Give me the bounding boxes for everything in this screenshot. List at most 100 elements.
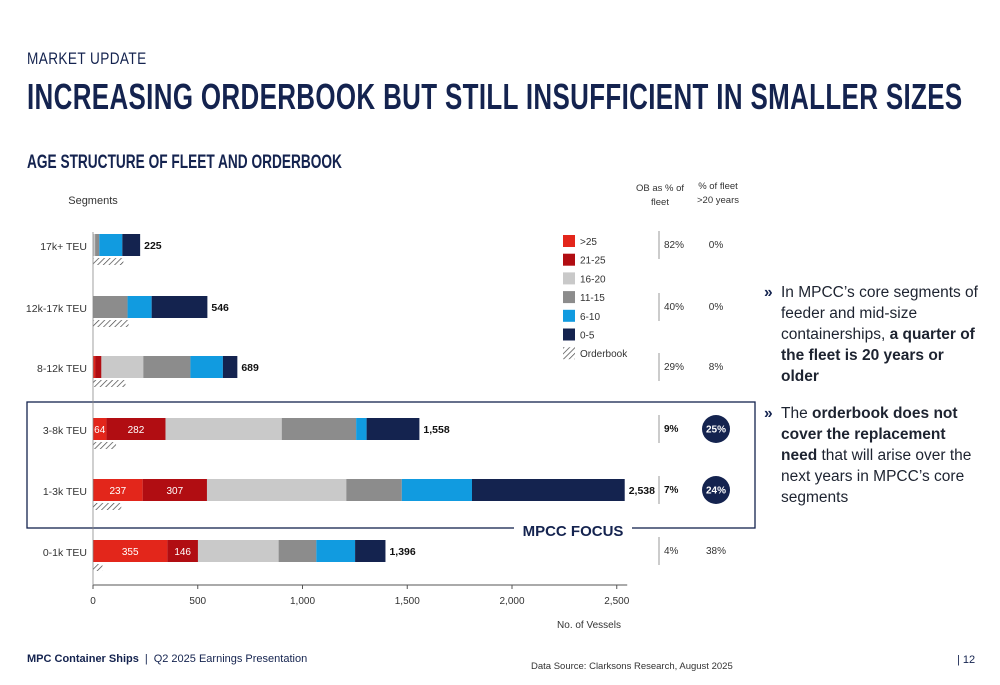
bar-segment <box>93 234 96 256</box>
legend-label: 16-20 <box>580 274 606 285</box>
legend-label: 11-15 <box>580 293 605 304</box>
legend-swatch <box>563 347 575 360</box>
ob-pct-value: 29% <box>664 362 684 373</box>
bar-segment <box>278 540 317 562</box>
chart-title: AGE STRUCTURE OF FLEET AND ORDERBOOK <box>27 152 342 173</box>
bar-segment <box>197 540 279 562</box>
segment-value-label: 146 <box>174 547 191 558</box>
old-pct-value: 0% <box>709 302 724 313</box>
x-tick-label: 1,500 <box>395 596 420 607</box>
old-pct-value: 8% <box>709 362 724 373</box>
bullet-text: In MPCC’s core segments of feeder and mi… <box>781 284 978 343</box>
page-title: INCREASING ORDERBOOK BUT STILL INSUFFICI… <box>27 76 963 117</box>
legend-swatch <box>563 235 575 247</box>
old-column-header: % of fleet <box>698 181 738 192</box>
footer-brand: MPC Container Ships <box>27 653 139 665</box>
bar-segment <box>93 356 96 378</box>
total-value-label: 2,538 <box>629 485 655 497</box>
category-label: 12k-17k TEU <box>26 303 87 315</box>
category-label: 0-1k TEU <box>43 547 87 559</box>
old-pct-value: 38% <box>706 546 726 557</box>
bar-segment <box>281 418 357 440</box>
orderbook-bar <box>93 258 124 265</box>
total-value-label: 225 <box>144 240 162 252</box>
legend-swatch <box>563 272 575 285</box>
old-column-header: >20 years <box>697 195 739 206</box>
bar-segment <box>143 356 191 378</box>
highlight-circle <box>702 476 730 504</box>
footer-separator: | <box>144 653 148 665</box>
legend-swatch <box>563 309 575 322</box>
category-label: 1-3k TEU <box>43 486 87 498</box>
ob-pct-value: 4% <box>664 546 679 557</box>
old-pct-value: 0% <box>709 240 724 251</box>
mpcc-focus-label-bg <box>514 518 632 540</box>
bar-segment <box>401 479 472 501</box>
ob-column-header: OB as % of <box>636 183 684 194</box>
bar-segment <box>222 356 238 378</box>
legend-label: >25 <box>580 237 597 248</box>
bar-segment <box>167 540 198 562</box>
bar-segment <box>106 418 166 440</box>
bar-segment <box>122 234 141 256</box>
bar-segment <box>95 234 100 256</box>
bullet-marker: » <box>764 405 773 422</box>
bar-segment <box>93 540 168 562</box>
x-axis-label: No. of Vessels <box>557 620 621 631</box>
x-tick-label: 2,500 <box>604 596 629 607</box>
y-axis-label: Segments <box>68 195 118 207</box>
bar-segment <box>471 479 625 501</box>
bar-segment <box>316 540 356 562</box>
legend-swatch <box>563 253 575 266</box>
legend-swatch <box>563 291 575 304</box>
bar-segment <box>356 418 367 440</box>
bar-segment <box>95 356 102 378</box>
total-value-label: 689 <box>241 362 259 374</box>
ob-pct-value: 9% <box>664 424 679 435</box>
x-tick-label: 0 <box>90 596 96 607</box>
footer-presentation: Q2 2025 Earnings Presentation <box>153 653 308 665</box>
total-value-label: 1,396 <box>389 546 415 558</box>
bar-segment <box>151 296 208 318</box>
old-pct-value: 25% <box>706 425 726 436</box>
orderbook-bar <box>93 380 126 387</box>
bar-segment <box>206 479 347 501</box>
bar-segment <box>142 479 207 501</box>
old-pct-value: 24% <box>706 486 726 497</box>
bullet-bold-text: orderbook does not cover the replacement… <box>781 405 958 464</box>
legend-label: Orderbook <box>580 349 628 360</box>
total-value-label: 1,558 <box>423 424 449 436</box>
bar-segment <box>99 234 123 256</box>
orderbook-bar <box>93 503 122 510</box>
ob-column-header: fleet <box>651 197 669 208</box>
ob-pct-value: 82% <box>664 240 684 251</box>
orderbook-bar <box>93 442 117 449</box>
key-points: » In MPCC’s core segments of feeder and … <box>764 282 979 524</box>
bar-segment <box>190 356 223 378</box>
category-label: 17k+ TEU <box>40 241 87 253</box>
segment-value-label: 282 <box>128 425 145 436</box>
total-value-label: 546 <box>211 302 229 314</box>
bar-segment <box>93 296 128 318</box>
data-source: Data Source: Clarksons Research, August … <box>531 661 733 672</box>
bullet-text-after: that will arise over the next years in M… <box>781 447 972 506</box>
x-tick-label: 500 <box>189 596 206 607</box>
bar-segment <box>165 418 282 440</box>
ob-pct-value: 40% <box>664 302 684 313</box>
legend-swatch <box>563 328 575 341</box>
legend-label: 6-10 <box>580 312 600 323</box>
segment-value-label: 307 <box>166 486 183 497</box>
bar-segment <box>366 418 420 440</box>
bar-segment <box>101 356 144 378</box>
bullet-bold-text: a quarter of the fleet is 20 years or ol… <box>781 326 975 385</box>
orderbook-bar <box>93 320 129 327</box>
footer: MPC Container Ships | Q2 2025 Earnings Pre… <box>27 653 307 665</box>
legend-label: 21-25 <box>580 256 606 267</box>
legend-label: 0-5 <box>580 331 595 342</box>
bullet-orderbook: » The orderbook does not cover the repla… <box>764 403 979 508</box>
section-kicker: MARKET UPDATE <box>27 49 147 68</box>
segment-value-label: 355 <box>122 547 139 558</box>
x-tick-label: 2,000 <box>499 596 524 607</box>
bullet-core-segments: » In MPCC’s core segments of feeder and … <box>764 282 979 387</box>
